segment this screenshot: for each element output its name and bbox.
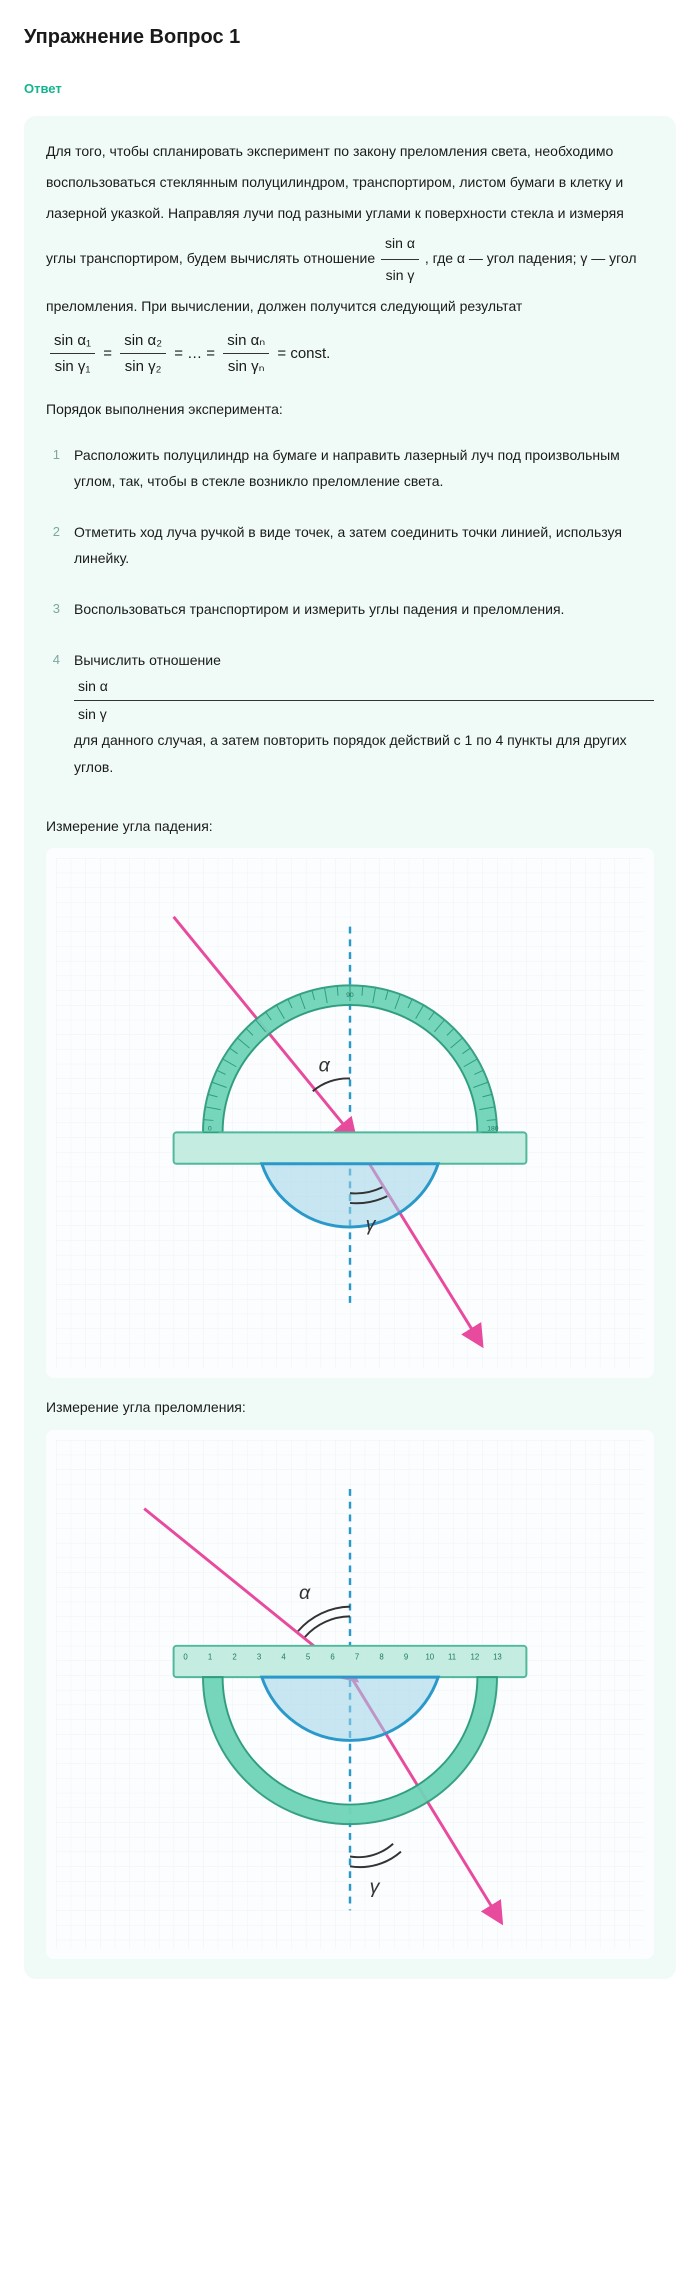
alpha-label: α: [319, 1055, 331, 1077]
svg-text:4: 4: [281, 1652, 286, 1661]
svg-text:2: 2: [232, 1652, 236, 1661]
svg-text:0: 0: [183, 1652, 188, 1661]
svg-text:7: 7: [355, 1652, 359, 1661]
svg-text:180: 180: [487, 1126, 499, 1133]
step4-post: для данного случая, а затем повторить по…: [74, 732, 627, 775]
step4-pre: Вычислить отношение: [74, 652, 221, 668]
svg-text:9: 9: [404, 1652, 408, 1661]
eq-tn-num: sin αₙ: [223, 328, 269, 355]
diagram1-svg: α γ 0 180 90: [56, 858, 644, 1368]
diagram-incidence: α γ 0 180 90: [46, 848, 654, 1378]
eq-term2: sin α₂ sin γ₂: [120, 328, 166, 380]
diagram2-label: Измерение угла преломления:: [46, 1396, 654, 1420]
step-number: 1: [46, 442, 60, 466]
answer-label: Ответ: [24, 78, 676, 100]
ruler: [174, 1133, 527, 1164]
intro-paragraph: Для того, чтобы спланировать эксперимент…: [46, 136, 654, 322]
answer-box: Для того, чтобы спланировать эксперимент…: [24, 116, 676, 1979]
inline-fraction: sin α sin γ: [381, 228, 419, 291]
step4-frac-den: sin γ: [74, 701, 654, 728]
eq-tn-den: sin γₙ: [223, 354, 269, 380]
svg-text:3: 3: [257, 1652, 262, 1661]
step-item: 1 Расположить полуцилиндр на бумаге и нап…: [46, 434, 654, 511]
eq-const: = const.: [277, 345, 330, 362]
step-item: 3 Воспользоваться транспортиром и измерит…: [46, 588, 654, 639]
equation-line: sin α₁ sin γ₁ = sin α₂ sin γ₂ = … = sin …: [46, 328, 654, 380]
gamma-label: γ: [370, 1876, 381, 1898]
svg-text:1: 1: [208, 1652, 212, 1661]
svg-text:11: 11: [448, 1652, 456, 1661]
eq-term-n: sin αₙ sin γₙ: [223, 328, 269, 380]
step-item: 2 Отметить ход луча ручкой в виде точек, …: [46, 511, 654, 588]
diagram-refraction: 0123 4567 891011 1213 α γ: [46, 1430, 654, 1960]
frac-numerator: sin α: [381, 228, 419, 260]
gamma-label: γ: [366, 1214, 377, 1236]
alpha-label: α: [299, 1582, 311, 1604]
eq-term1: sin α₁ sin γ₁: [50, 328, 95, 380]
svg-text:12: 12: [471, 1652, 480, 1661]
step-number: 2: [46, 519, 60, 543]
step-text: Воспользоваться транспортиром и измерить…: [74, 596, 654, 623]
svg-text:0: 0: [208, 1126, 212, 1133]
step-text: Расположить полуцилиндр на бумаге и напр…: [74, 442, 654, 495]
svg-text:5: 5: [306, 1652, 311, 1661]
eq-t1-num: sin α₁: [50, 328, 95, 355]
eq-t1-den: sin γ₁: [50, 354, 95, 380]
svg-text:8: 8: [379, 1652, 384, 1661]
diagram1-label: Измерение угла падения:: [46, 815, 654, 839]
step-item: 4 Вычислить отношение sin α sin γ для да…: [46, 639, 654, 797]
svg-text:6: 6: [330, 1652, 335, 1661]
svg-text:90: 90: [346, 993, 354, 1000]
eq-t2-num: sin α₂: [120, 328, 166, 355]
step-number: 4: [46, 647, 60, 671]
intro-part1: Для того, чтобы спланировать эксперимент…: [46, 143, 624, 266]
svg-text:13: 13: [493, 1652, 502, 1661]
eq-dots: = … =: [174, 345, 215, 362]
svg-text:10: 10: [425, 1652, 434, 1661]
frac-denominator: sin γ: [381, 260, 419, 291]
eq-t2-den: sin γ₂: [120, 354, 166, 380]
step4-frac-num: sin α: [74, 673, 654, 701]
step-text: Отметить ход луча ручкой в виде точек, а…: [74, 519, 654, 572]
diagram2-svg: 0123 4567 891011 1213 α γ: [56, 1440, 644, 1950]
steps-title: Порядок выполнения эксперимента:: [46, 398, 654, 422]
steps-list: 1 Расположить полуцилиндр на бумаге и нап…: [46, 434, 654, 797]
step-text: Вычислить отношение sin α sin γ для данн…: [74, 647, 654, 781]
page-title: Упражнение Вопрос 1: [24, 20, 676, 54]
step-number: 3: [46, 596, 60, 620]
step4-fraction: sin α sin γ: [74, 673, 654, 727]
